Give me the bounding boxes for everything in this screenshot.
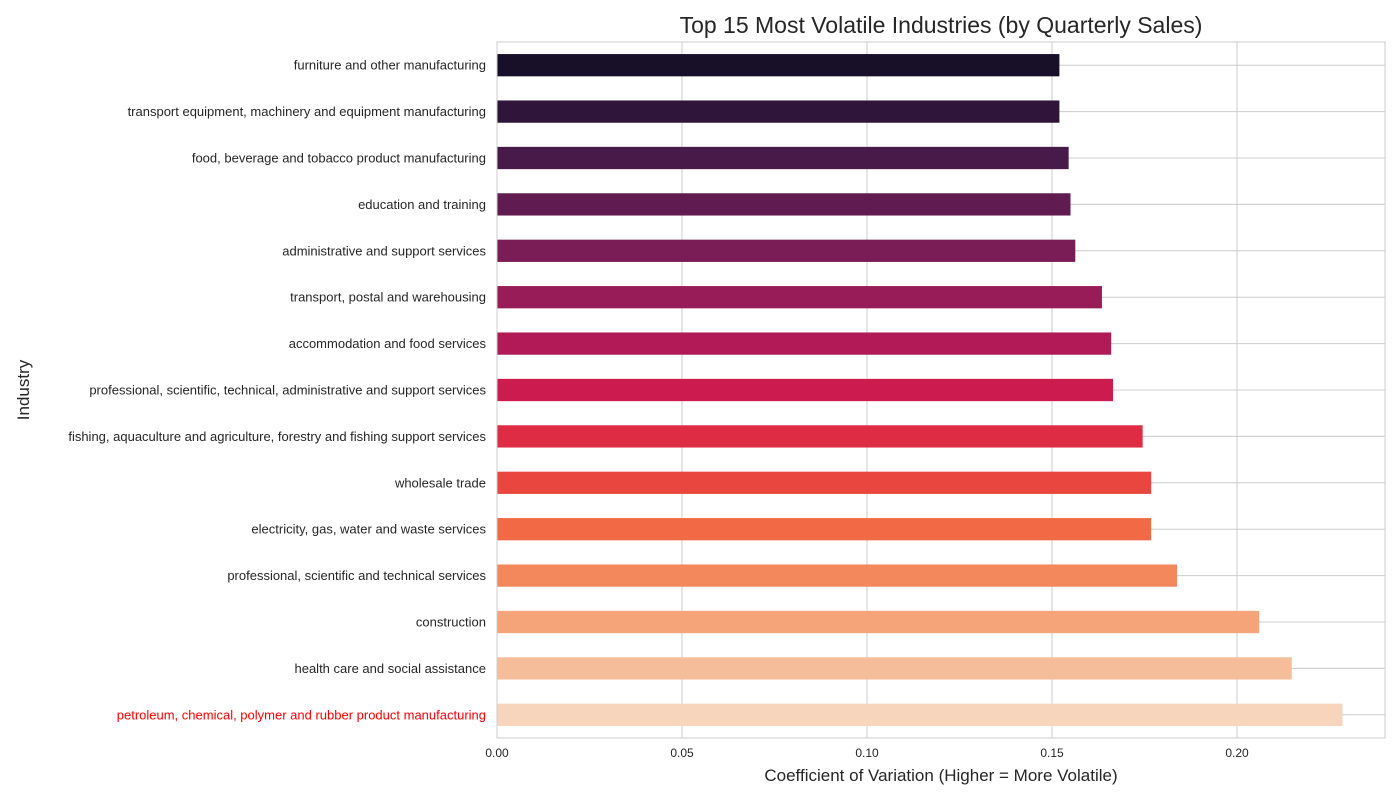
chart-title: Top 15 Most Volatile Industries (by Quar… xyxy=(680,12,1203,38)
bar xyxy=(497,518,1152,541)
x-tick-label: 0.10 xyxy=(855,746,879,760)
bar xyxy=(497,657,1292,680)
y-tick-label: electricity, gas, water and waste servic… xyxy=(251,522,486,537)
bar xyxy=(497,286,1102,309)
y-tick-label: education and training xyxy=(358,197,486,212)
y-tick-label: transport equipment, machinery and equip… xyxy=(128,104,486,119)
bar xyxy=(497,564,1178,587)
bar xyxy=(497,54,1060,77)
bar xyxy=(497,425,1143,448)
y-tick-label: accommodation and food services xyxy=(289,336,487,351)
y-tick-label: fishing, aquaculture and agriculture, fo… xyxy=(68,429,486,444)
y-tick-label: petroleum, chemical, polymer and rubber … xyxy=(117,707,486,722)
y-tick-label: transport, postal and warehousing xyxy=(290,290,486,305)
bar xyxy=(497,100,1060,123)
y-tick-label: administrative and support services xyxy=(282,243,486,258)
bar xyxy=(497,703,1343,726)
bar xyxy=(497,378,1114,402)
bar xyxy=(497,610,1260,634)
x-tick-label: 0.20 xyxy=(1225,746,1249,760)
plot-frame xyxy=(496,41,1386,739)
y-tick-label: health care and social assistance xyxy=(294,661,486,676)
bar xyxy=(497,332,1112,355)
bars xyxy=(497,54,1343,726)
y-tick-label: furniture and other manufacturing xyxy=(294,58,486,73)
x-axis-label: Coefficient of Variation (Higher = More … xyxy=(764,766,1117,785)
y-tick-label: food, beverage and tobacco product manuf… xyxy=(192,151,486,166)
x-tick-label: 0.00 xyxy=(485,746,509,760)
y-tick-labels: furniture and other manufacturing transpo… xyxy=(68,58,486,723)
bar xyxy=(497,471,1152,494)
x-tick-labels: 0.00 0.05 0.10 0.15 0.20 xyxy=(485,746,1249,760)
y-axis-label: Industry xyxy=(14,359,33,420)
y-tick-label: professional, scientific, technical, adm… xyxy=(89,383,486,398)
y-tick-label: construction xyxy=(416,615,486,630)
y-tick-label: wholesale trade xyxy=(394,475,486,490)
x-tick-label: 0.05 xyxy=(670,746,694,760)
bar xyxy=(497,239,1076,262)
bar xyxy=(497,193,1071,216)
y-tick-label: professional, scientific and technical s… xyxy=(227,568,486,583)
x-tick-label: 0.15 xyxy=(1040,746,1064,760)
bar xyxy=(497,146,1069,170)
